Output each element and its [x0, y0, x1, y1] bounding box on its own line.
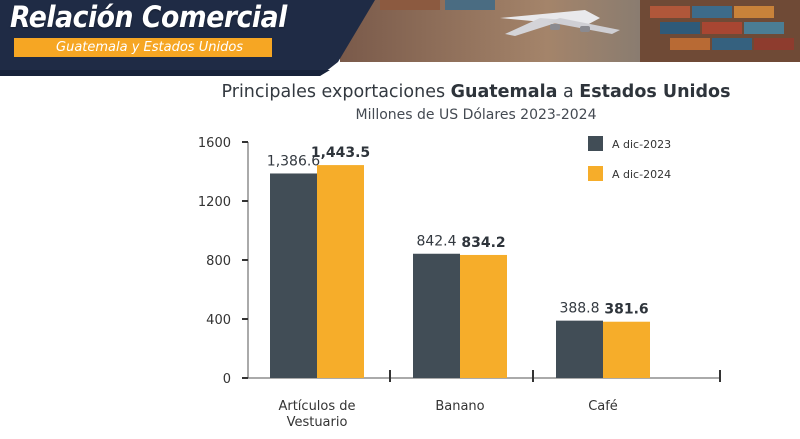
data-label: 842.4: [416, 234, 456, 250]
banner-background: [0, 0, 800, 76]
legend-label: A dic-2023: [612, 138, 671, 151]
airplane-image: [500, 10, 620, 36]
category-label: Vestuario: [287, 415, 348, 430]
data-label: 834.2: [461, 235, 505, 251]
bar-1-1: [460, 254, 507, 378]
data-label: 388.8: [559, 301, 599, 317]
data-label: 1,386.6: [267, 153, 321, 169]
y-tick-label: 1200: [198, 195, 231, 210]
chart-title: Principales exportaciones Guatemala a Es…: [0, 82, 800, 102]
bar-1-0: [317, 165, 364, 378]
bar-0-2: [556, 320, 603, 378]
chart-title-part-0: Principales exportaciones: [221, 82, 451, 102]
chart-title-part-1: Guatemala: [450, 82, 558, 102]
category-label: Café: [588, 399, 618, 414]
bar-0-1: [413, 253, 460, 378]
header-banner: Relación Comercial Guatemala y Estados U…: [0, 0, 800, 76]
data-label: 1,443.5: [311, 145, 370, 161]
y-tick-label: 800: [206, 254, 231, 269]
legend-swatch-0: [588, 136, 603, 151]
category-label: Artículos de: [278, 399, 355, 414]
category-label: Banano: [435, 399, 484, 414]
bar-0-0: [270, 173, 317, 378]
data-label: 381.6: [604, 302, 648, 318]
y-tick-label: 0: [223, 372, 231, 387]
chart-title-part-3: Estados Unidos: [579, 82, 731, 102]
banner-title: Relación Comercial: [10, 0, 287, 34]
chart-subtitle: Millones de US Dólares 2023-2024: [355, 107, 597, 123]
legend-swatch-1: [588, 166, 603, 181]
bar-1-2: [603, 321, 650, 378]
legend-label: A dic-2024: [612, 168, 671, 181]
y-tick-label: 400: [206, 313, 231, 328]
chart-title-part-2: a: [557, 82, 580, 102]
y-tick-label: 1600: [198, 136, 231, 151]
banner-subtitle: Guatemala y Estados Unidos: [14, 38, 272, 57]
container-stack-image: [380, 0, 800, 62]
